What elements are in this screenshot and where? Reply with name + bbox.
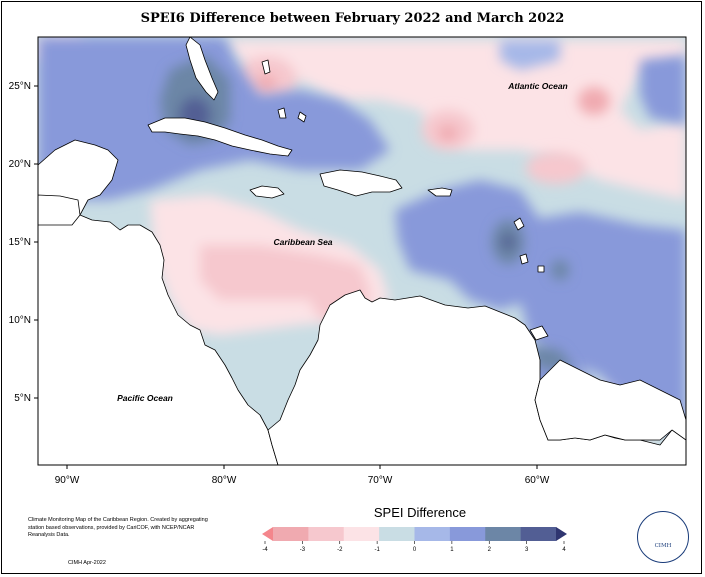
ocean-label-caribbean: Caribbean Sea	[273, 237, 332, 247]
lat-label-5: 5°N	[14, 393, 31, 404]
colorbar-tick-label: 2	[488, 547, 492, 553]
colorbar-arrow-high	[556, 527, 567, 541]
lon-label-90: 90°W	[55, 475, 80, 486]
lon-label-70: 70°W	[368, 475, 393, 486]
land-cuba	[147, 117, 293, 157]
land-barbados	[537, 265, 545, 273]
colorbar-tick-label: -2	[337, 547, 343, 553]
land-trinidad	[529, 325, 549, 341]
colorbar-cell	[520, 527, 557, 541]
land-florida	[185, 37, 219, 101]
colorbar-tick-labels: -4 -3 -2 -1 0 1 2 3 4	[262, 547, 566, 553]
land-central-america	[38, 139, 279, 465]
map-title: SPEI6 Difference between February 2022 a…	[140, 11, 565, 26]
colorbar-tick-label: -1	[374, 547, 380, 553]
land-jamaica	[249, 185, 285, 199]
credit-date: CIMH Apr-2022	[68, 560, 106, 566]
land-masses	[38, 37, 686, 465]
colorbar-tick-marks	[264, 541, 565, 544]
land-guadeloupe	[513, 217, 525, 231]
field-slate-barbados	[551, 260, 569, 280]
lat-tick-marks	[34, 85, 38, 399]
colorbar-arrow-low	[262, 527, 273, 541]
colorbar: -4 -3 -2 -1 0 1 2 3 4	[262, 527, 567, 553]
lat-label-25: 25°N	[9, 81, 31, 92]
lat-label-15: 15°N	[9, 237, 31, 248]
field-redcore-4	[256, 75, 276, 91]
lon-tick-marks	[66, 465, 538, 469]
colorbar-cell	[449, 527, 486, 541]
land-bahamas-2	[277, 107, 287, 119]
lon-label-80: 80°W	[212, 475, 237, 486]
spei-field	[38, 37, 686, 465]
field-navy-antilles	[501, 234, 515, 250]
colorbar-tick-label: 1	[450, 547, 454, 553]
lat-label-20: 20°N	[9, 159, 31, 170]
colorbar-cell	[485, 527, 521, 541]
land-martinique	[519, 253, 529, 265]
field-blue-north-top	[500, 40, 560, 70]
logo-text: CIMH	[654, 543, 672, 549]
lat-label-10: 10°N	[9, 315, 31, 326]
ocean-label-atlantic: Atlantic Ocean	[507, 81, 568, 91]
colorbar-cells	[273, 527, 557, 541]
field-redcore-3	[526, 152, 586, 184]
plot-border	[37, 36, 687, 466]
land-puerto-rico	[427, 187, 453, 197]
colorbar-tick-label: -4	[262, 547, 268, 553]
colorbar-cell	[379, 527, 415, 541]
land-bahamas-3	[297, 111, 307, 123]
colorbar-tick-label: 0	[413, 547, 417, 553]
lon-label-60: 60°W	[525, 475, 550, 486]
credit-text: Climate Monitoring Map of the Caribbean …	[28, 517, 208, 539]
colorbar-cell	[414, 527, 451, 541]
field-redcore-2	[578, 87, 610, 115]
land-yucatan	[38, 194, 81, 226]
colorbar-cell	[308, 527, 345, 541]
colorbar-cell	[273, 527, 309, 541]
land-bahamas-1	[261, 59, 271, 75]
cimh-logo: CIMH	[637, 511, 689, 563]
land-guianas	[534, 359, 686, 441]
colorbar-tick-label: 4	[562, 547, 566, 553]
colorbar-cell	[343, 527, 380, 541]
colorbar-tick-label: 3	[525, 547, 529, 553]
legend-title: SPEI Difference	[373, 505, 467, 520]
field-blue-east-caribbean	[395, 180, 545, 310]
ocean-label-pacific: Pacific Ocean	[117, 393, 173, 403]
land-hispaniola	[319, 169, 403, 197]
colorbar-tick-label: -3	[300, 547, 306, 553]
field-blue-northeast	[640, 55, 686, 125]
field-redcore-1-inner	[438, 125, 458, 141]
